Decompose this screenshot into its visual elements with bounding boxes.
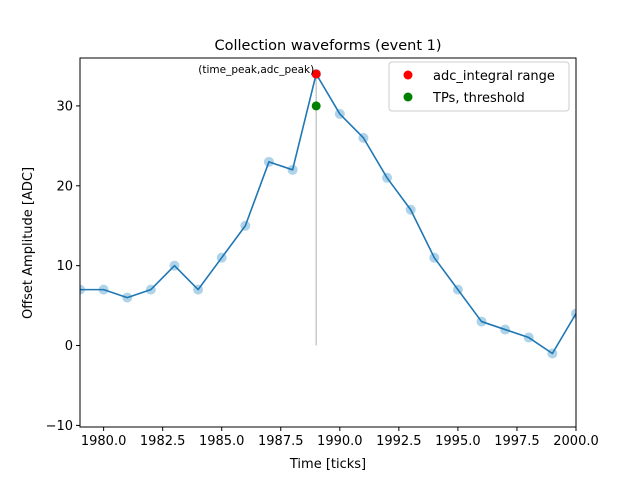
y-tick-label: 0 — [65, 339, 73, 354]
y-axis-label: Offset Amplitude [ADC] — [21, 167, 36, 319]
peak-annotation: (time_peak,adc_peak) — [198, 64, 314, 76]
adc-integral-range-marker — [311, 69, 321, 79]
legend-label-adc-integral-range: adc_integral range — [433, 69, 555, 84]
x-tick-label: 1995.0 — [435, 434, 481, 449]
legend: adc_integral range TPs, threshold — [388, 61, 570, 112]
x-tick-label: 1982.5 — [140, 434, 186, 449]
data-marks — [80, 68, 576, 359]
series-line — [80, 73, 576, 355]
legend-marker-tps-threshold — [403, 92, 413, 102]
axes: (time_peak,adc_peak) 1980.0 1982.5 1985.0 19… — [46, 57, 599, 449]
x-tick-label: 1980.0 — [81, 434, 127, 449]
legend-marker-adc-integral-range — [403, 70, 413, 80]
x-tick-label: 2000.0 — [553, 434, 599, 449]
legend-label-tps-threshold: TPs, threshold — [432, 91, 525, 106]
x-tick-label: 1985.0 — [199, 434, 245, 449]
x-tick-label: 1992.5 — [376, 434, 422, 449]
y-tick-label: 30 — [56, 99, 73, 114]
y-tick-label: 20 — [56, 179, 73, 194]
legend-box — [388, 61, 570, 112]
y-tick-label: −10 — [46, 419, 73, 434]
tps-threshold-marker — [311, 101, 321, 111]
x-tick-label: 1987.5 — [258, 434, 304, 449]
axes-frame — [79, 57, 577, 428]
chart-title: Collection waveforms (event 1) — [215, 38, 442, 54]
y-tick-label: 10 — [56, 259, 73, 274]
x-axis-label: Time [ticks] — [289, 457, 366, 472]
x-tick-label: 1990.0 — [317, 434, 363, 449]
x-tick-label: 1997.5 — [494, 434, 540, 449]
